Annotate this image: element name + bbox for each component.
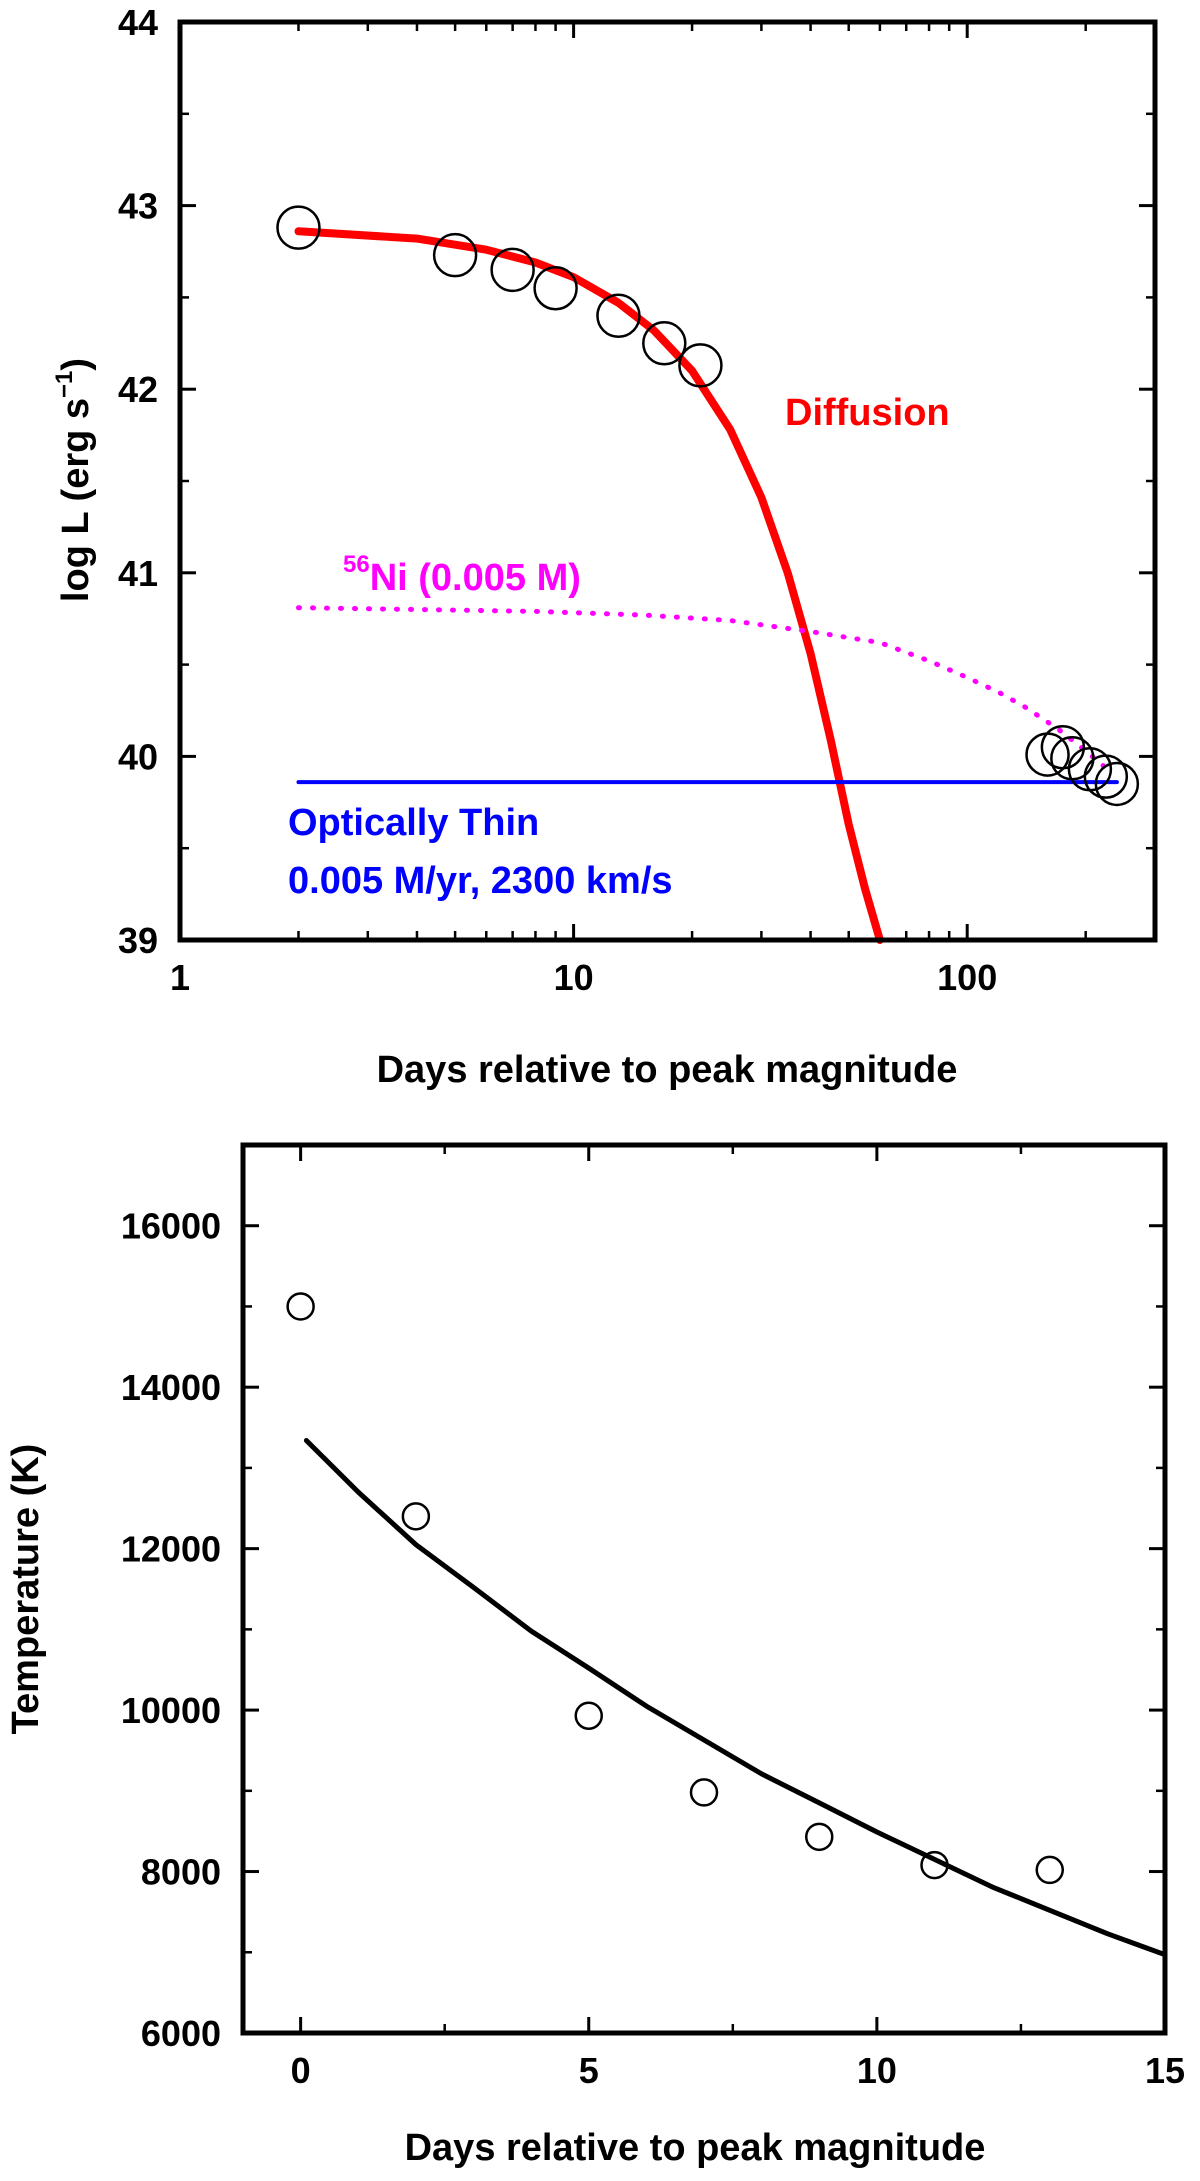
data-point	[574, 1701, 603, 1730]
data-point	[920, 1850, 949, 1880]
data-point	[533, 265, 578, 311]
y-tick-label: 8000	[141, 1852, 221, 1893]
optically-thin-label: Optically Thin	[288, 802, 539, 844]
y-tick-label: 44	[118, 2, 158, 43]
y-axis-title-main: log L (erg s	[55, 398, 97, 602]
luminosity-panel: 1 10 100 39 40 41 42 43 44 Days relative to peak…	[51, 2, 1158, 1091]
luminosity-x-axis-title: Days relative to peak magnitude	[377, 1049, 958, 1091]
x-tick-label: 1	[170, 957, 190, 998]
ni56-label: 56Ni (0.005 M)	[343, 551, 581, 599]
data-point	[286, 1292, 315, 1321]
temperature-y-axis-title: Temperature (K)	[5, 1444, 47, 1735]
data-point	[401, 1502, 431, 1531]
temperature-plot-frame	[240, 1142, 1168, 2036]
data-point	[1083, 754, 1129, 799]
data-point	[276, 205, 321, 250]
temperature-panel: 0 5 10 15 6000 8000 10000 12000 14000 16000 Days …	[5, 1142, 1185, 2169]
y-axis-title-exponent: −1	[51, 371, 78, 398]
luminosity-plot-frame	[177, 19, 1158, 943]
y-tick-label: 10000	[121, 1690, 221, 1731]
temperature-x-axis-title: Days relative to peak magnitude	[405, 2127, 986, 2169]
data-point	[596, 293, 641, 339]
luminosity-tick-labels: 1 10 100 39 40 41 42 43 44	[118, 2, 997, 998]
luminosity-series	[294, 227, 1119, 944]
temperature-data-points	[286, 1292, 1064, 1885]
data-point	[805, 1822, 834, 1852]
y-tick-label: 14000	[121, 1367, 221, 1408]
diffusion-label: Diffusion	[785, 392, 950, 434]
data-point	[490, 247, 535, 293]
y-tick-label: 39	[118, 920, 158, 961]
y-tick-label: 43	[118, 186, 158, 227]
data-point	[678, 343, 723, 388]
ni56-label-superscript: 56	[343, 551, 370, 578]
data-point	[1040, 724, 1086, 770]
temperature-tick-labels: 0 5 10 15 6000 8000 10000 12000 14000 16000	[121, 1206, 1185, 2091]
data-point	[432, 232, 478, 278]
data-point	[642, 321, 687, 366]
y-tick-label: 41	[118, 553, 158, 594]
x-tick-label: 100	[937, 957, 997, 998]
y-axis-title-close: )	[55, 358, 97, 371]
y-tick-label: 40	[118, 736, 158, 777]
y-tick-label: 6000	[141, 2013, 221, 2054]
luminosity-data-points	[276, 205, 1140, 807]
x-tick-label: 10	[857, 2050, 897, 2091]
y-tick-label: 42	[118, 369, 158, 410]
ni56-label-text: Ni (0.005 M)	[370, 557, 581, 599]
data-point	[1035, 1855, 1064, 1885]
y-tick-label: 12000	[121, 1529, 221, 1570]
optically-thin-parameters-label: 0.005 M/yr, 2300 km/s	[288, 860, 673, 902]
x-tick-label: 0	[291, 2050, 311, 2091]
data-point	[1094, 761, 1140, 807]
y-tick-label: 16000	[121, 1206, 221, 1247]
series-56ni-line	[296, 605, 1113, 774]
luminosity-y-axis-title: log L (erg s−1)	[51, 358, 97, 602]
series-model-line	[303, 1438, 1168, 1958]
temperature-series	[303, 1438, 1168, 1958]
x-tick-label: 5	[579, 2050, 599, 2091]
x-tick-label: 10	[554, 957, 594, 998]
x-tick-label: 15	[1145, 2050, 1185, 2091]
data-point	[689, 1778, 719, 1807]
